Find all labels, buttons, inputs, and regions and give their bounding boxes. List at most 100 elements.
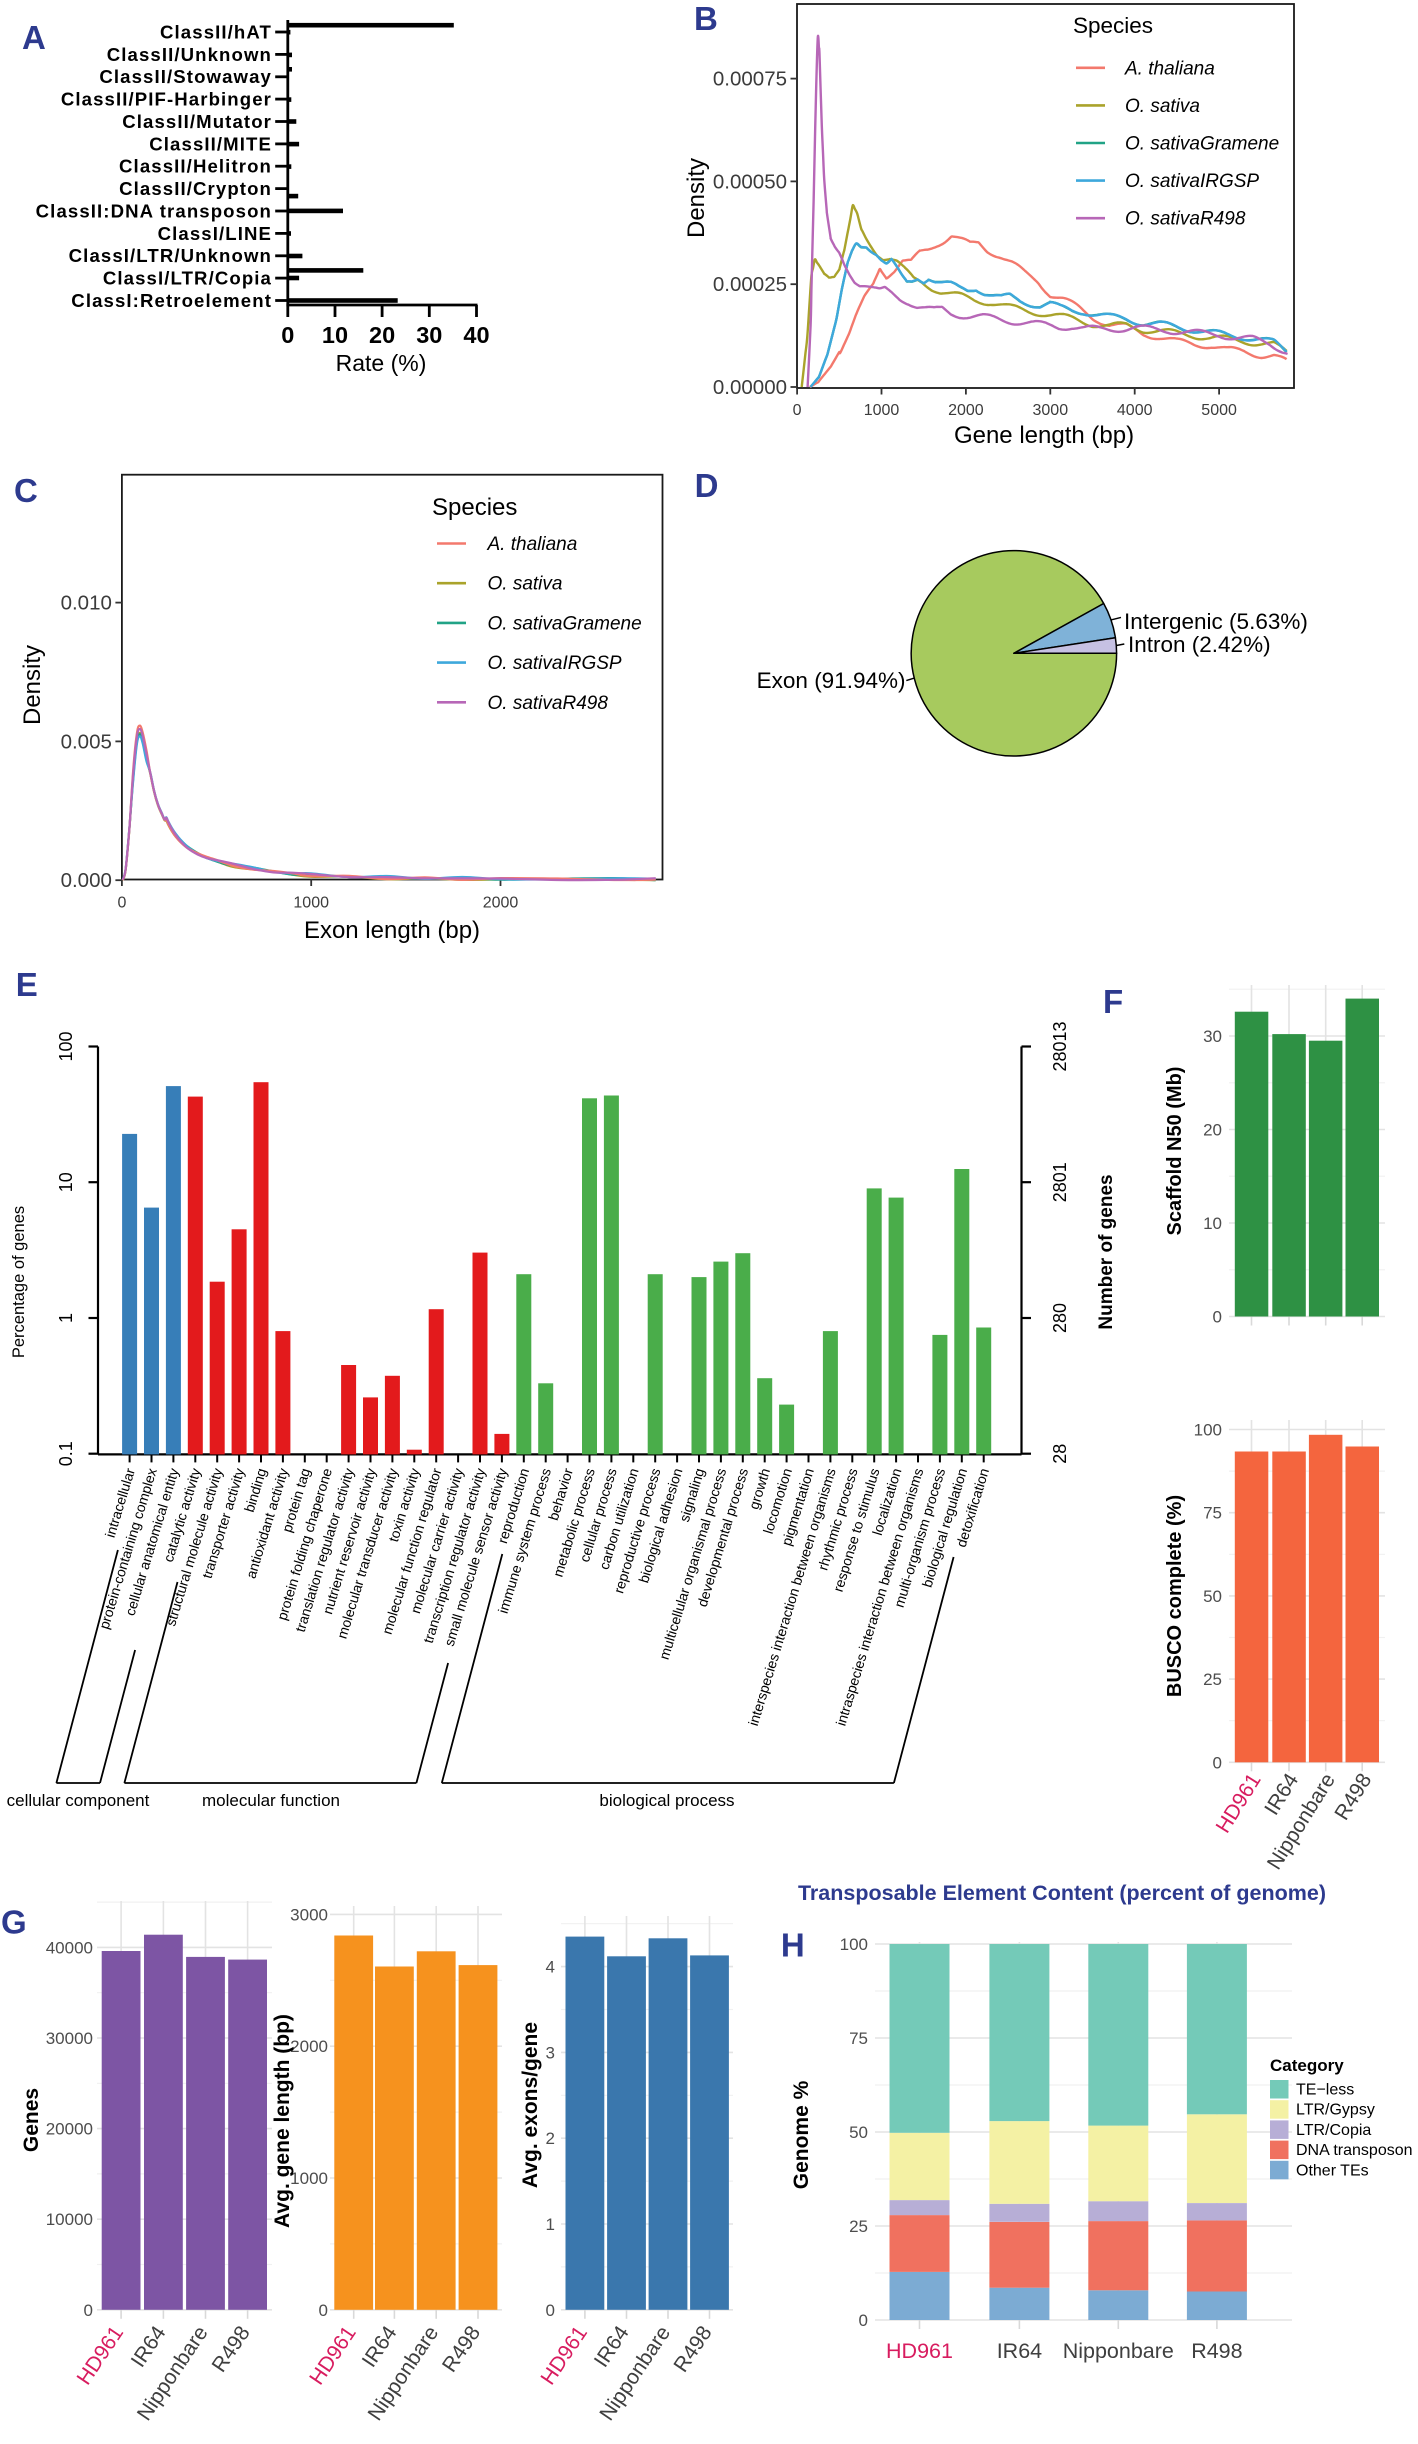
svg-text:HD961: HD961 <box>886 2339 953 2363</box>
svg-text:Gene length (bp): Gene length (bp) <box>954 422 1134 449</box>
svg-text:2: 2 <box>546 2129 555 2148</box>
svg-text:A. thaliana: A. thaliana <box>487 534 578 555</box>
svg-text:ClassII/Mutator: ClassII/Mutator <box>122 111 272 132</box>
svg-text:ClassI/LTR/Unknown: ClassI/LTR/Unknown <box>69 245 272 266</box>
svg-text:ClassII/MITE: ClassII/MITE <box>149 133 272 154</box>
svg-text:28013: 28013 <box>1050 1021 1070 1071</box>
svg-text:A: A <box>22 19 46 56</box>
svg-text:0: 0 <box>117 895 126 912</box>
svg-text:0.010: 0.010 <box>61 592 112 615</box>
svg-text:Number of genes: Number of genes <box>1096 1174 1117 1329</box>
svg-text:75: 75 <box>1203 1504 1222 1523</box>
svg-text:O. sativaGramene: O. sativaGramene <box>488 613 642 634</box>
svg-text:0: 0 <box>84 2301 93 2320</box>
svg-text:E: E <box>16 966 38 1003</box>
svg-text:4000: 4000 <box>1117 402 1153 419</box>
svg-text:O. sativaR498: O. sativaR498 <box>1125 209 1246 230</box>
svg-text:BUSCO complete (%): BUSCO complete (%) <box>1164 1495 1186 1697</box>
svg-text:ClassII/Stowaway: ClassII/Stowaway <box>99 66 272 87</box>
svg-text:Avg. gene length (bp): Avg. gene length (bp) <box>271 2014 294 2228</box>
svg-text:Category: Category <box>1270 2056 1344 2075</box>
svg-text:2000: 2000 <box>948 402 984 419</box>
svg-text:100: 100 <box>1194 1421 1222 1440</box>
svg-text:0: 0 <box>281 322 294 348</box>
svg-text:O. sativa: O. sativa <box>488 574 563 595</box>
svg-text:20000: 20000 <box>46 2120 93 2139</box>
svg-text:1000: 1000 <box>290 2169 328 2188</box>
svg-text:G: G <box>1 1904 27 1941</box>
svg-text:Intergenic (5.63%): Intergenic (5.63%) <box>1124 609 1308 634</box>
svg-text:ClassII/Unknown: ClassII/Unknown <box>107 44 272 65</box>
svg-text:10: 10 <box>56 1172 76 1192</box>
svg-text:10: 10 <box>1203 1214 1222 1233</box>
svg-text:30000: 30000 <box>46 2029 93 2048</box>
svg-text:O. sativaIRGSP: O. sativaIRGSP <box>488 653 622 674</box>
svg-text:O. sativaIRGSP: O. sativaIRGSP <box>1125 171 1259 192</box>
svg-text:25: 25 <box>1203 1670 1222 1689</box>
svg-text:0.005: 0.005 <box>61 730 112 753</box>
svg-text:0: 0 <box>793 402 802 419</box>
svg-text:30: 30 <box>1203 1027 1222 1046</box>
svg-text:ClassII/PIF-Harbinger: ClassII/PIF-Harbinger <box>61 89 272 110</box>
svg-text:1000: 1000 <box>864 402 900 419</box>
svg-text:Exon length (bp): Exon length (bp) <box>304 917 480 944</box>
svg-text:40000: 40000 <box>46 1938 93 1957</box>
svg-text:Scaffold N50 (Mb): Scaffold N50 (Mb) <box>1164 1067 1186 1236</box>
svg-text:3000: 3000 <box>1033 402 1069 419</box>
svg-text:Species: Species <box>1073 13 1153 38</box>
svg-text:0: 0 <box>546 2301 555 2320</box>
svg-text:ClassI/LINE: ClassI/LINE <box>158 223 272 244</box>
svg-text:Rate (%): Rate (%) <box>336 350 427 376</box>
svg-text:ClassII/hAT: ClassII/hAT <box>160 21 272 42</box>
svg-text:2801: 2801 <box>1050 1162 1070 1202</box>
svg-text:O. sativaGramene: O. sativaGramene <box>1125 134 1279 155</box>
svg-text:Percentage of genes: Percentage of genes <box>10 1206 28 1358</box>
svg-text:ClassI/LTR/Copia: ClassI/LTR/Copia <box>103 268 272 289</box>
svg-text:Exon (91.94%): Exon (91.94%) <box>757 668 906 693</box>
svg-text:IR64: IR64 <box>997 2339 1042 2363</box>
svg-text:ClassI:Retroelement: ClassI:Retroelement <box>71 290 272 311</box>
svg-text:Density: Density <box>19 645 46 725</box>
svg-text:1000: 1000 <box>293 895 329 912</box>
svg-text:10: 10 <box>322 322 348 348</box>
svg-text:1: 1 <box>56 1313 76 1323</box>
svg-text:0: 0 <box>319 2301 328 2320</box>
svg-text:0: 0 <box>1213 1753 1222 1772</box>
svg-text:O. sativa: O. sativa <box>1125 96 1200 117</box>
svg-text:R498: R498 <box>1191 2339 1242 2363</box>
svg-text:Nipponbare: Nipponbare <box>1063 2339 1174 2363</box>
svg-text:30: 30 <box>416 322 442 348</box>
svg-text:0.00025: 0.00025 <box>713 273 787 296</box>
svg-text:cellular component: cellular component <box>7 1791 150 1810</box>
svg-text:Intron (2.42%): Intron (2.42%) <box>1128 632 1271 657</box>
svg-text:0: 0 <box>1213 1308 1222 1327</box>
svg-text:F: F <box>1103 983 1123 1020</box>
svg-text:Species: Species <box>432 494 517 521</box>
svg-text:75: 75 <box>849 2029 868 2048</box>
svg-text:Genes: Genes <box>20 2088 43 2152</box>
svg-text:0.00000: 0.00000 <box>713 376 787 399</box>
svg-text:0.00050: 0.00050 <box>713 170 787 193</box>
svg-text:280: 280 <box>1050 1303 1070 1333</box>
svg-text:B: B <box>694 0 718 37</box>
svg-text:C: C <box>14 472 38 509</box>
svg-text:2000: 2000 <box>483 895 519 912</box>
svg-text:20: 20 <box>1203 1121 1222 1140</box>
svg-text:0.000: 0.000 <box>61 869 112 892</box>
svg-text:100: 100 <box>840 1935 868 1954</box>
svg-text:O. sativaR498: O. sativaR498 <box>488 693 609 714</box>
svg-text:2000: 2000 <box>290 2037 328 2056</box>
svg-text:25: 25 <box>849 2217 868 2236</box>
svg-text:biological process: biological process <box>599 1791 734 1810</box>
svg-text:D: D <box>695 467 719 504</box>
svg-text:ClassII/Helitron: ClassII/Helitron <box>119 156 272 177</box>
svg-text:DNA transposon: DNA transposon <box>1296 2142 1413 2159</box>
svg-text:0: 0 <box>859 2311 868 2330</box>
svg-text:Avg. exons/gene: Avg. exons/gene <box>519 2022 542 2188</box>
svg-text:Transposable Element Content (: Transposable Element Content (percent of… <box>798 1881 1326 1905</box>
svg-text:Genome %: Genome % <box>790 2080 813 2189</box>
svg-text:Other TEs: Other TEs <box>1296 2162 1369 2179</box>
svg-text:40: 40 <box>463 322 489 348</box>
svg-text:1: 1 <box>546 2215 555 2234</box>
svg-text:ClassII/Crypton: ClassII/Crypton <box>119 178 272 199</box>
